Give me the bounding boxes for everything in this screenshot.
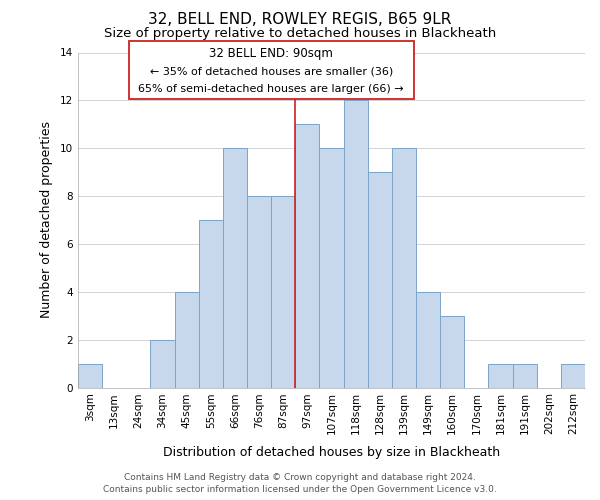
Bar: [247, 196, 271, 388]
Bar: [488, 364, 512, 388]
Bar: [78, 364, 102, 388]
Bar: [175, 292, 199, 388]
Bar: [561, 364, 585, 388]
Bar: [440, 316, 464, 388]
Bar: [151, 340, 175, 388]
X-axis label: Distribution of detached houses by size in Blackheath: Distribution of detached houses by size …: [163, 446, 500, 458]
Bar: [223, 148, 247, 388]
Text: Size of property relative to detached houses in Blackheath: Size of property relative to detached ho…: [104, 28, 496, 40]
Text: Contains HM Land Registry data © Crown copyright and database right 2024.
Contai: Contains HM Land Registry data © Crown c…: [103, 472, 497, 494]
Bar: [416, 292, 440, 388]
Bar: [512, 364, 537, 388]
Y-axis label: Number of detached properties: Number of detached properties: [40, 122, 53, 318]
Text: 32, BELL END, ROWLEY REGIS, B65 9LR: 32, BELL END, ROWLEY REGIS, B65 9LR: [148, 12, 452, 28]
Bar: [344, 100, 368, 388]
Bar: [199, 220, 223, 388]
Bar: [319, 148, 344, 388]
Text: ← 35% of detached houses are smaller (36): ← 35% of detached houses are smaller (36…: [149, 66, 393, 76]
Bar: [295, 124, 319, 388]
Text: 65% of semi-detached houses are larger (66) →: 65% of semi-detached houses are larger (…: [139, 84, 404, 94]
Bar: [368, 172, 392, 388]
Bar: [128, 40, 413, 99]
Bar: [271, 196, 295, 388]
Text: 32 BELL END: 90sqm: 32 BELL END: 90sqm: [209, 47, 333, 60]
Bar: [392, 148, 416, 388]
